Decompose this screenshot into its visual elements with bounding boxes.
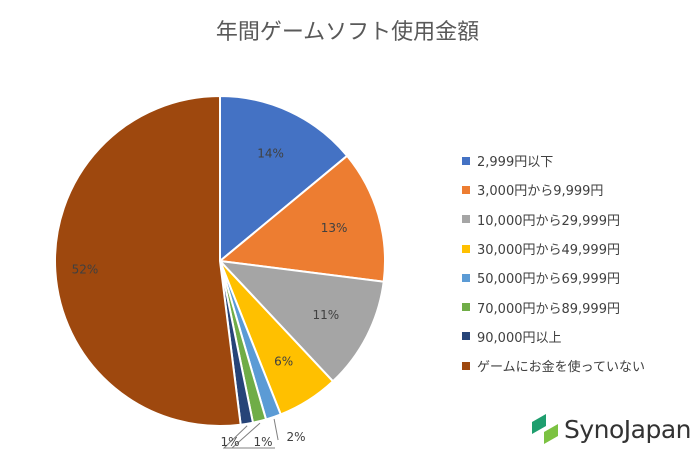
legend-label: 3,000円から9,999円	[477, 184, 604, 200]
legend-label: 70,000円から89,999円	[477, 301, 620, 317]
slice-labels: 14% 13% 11% 6% 2% 1% 1% 52%	[72, 147, 348, 449]
legend-label: 2,999円以下	[477, 155, 554, 171]
legend: 2,999円以下 3,000円から9,999円 10,000円から29,999円 30…	[462, 146, 645, 380]
leader-line	[273, 418, 279, 441]
legend-item: 70,000円から89,999円	[462, 292, 645, 321]
legend-swatch	[462, 156, 470, 165]
slice-label: 1%	[253, 435, 272, 449]
logo-mark-icon	[532, 414, 558, 444]
slice-label: 1%	[220, 435, 239, 449]
legend-item: ゲームにお金を使っていない	[462, 351, 645, 380]
legend-swatch	[462, 185, 470, 194]
logo: SynoJapan	[530, 412, 692, 446]
legend-label: 10,000円から29,999円	[477, 213, 620, 229]
leader-line	[222, 425, 248, 449]
legend-item: 3,000円から9,999円	[462, 175, 645, 204]
legend-swatch	[462, 303, 470, 312]
legend-item: 2,999円以下	[462, 146, 645, 175]
slice-label: 6%	[274, 354, 293, 368]
slice-label: 11%	[313, 308, 340, 322]
legend-item: 30,000円から49,999円	[462, 234, 645, 263]
legend-item: 10,000円から29,999円	[462, 205, 645, 234]
legend-label: 30,000円から49,999円	[477, 243, 620, 259]
legend-swatch	[462, 244, 470, 253]
legend-swatch	[462, 215, 470, 224]
legend-label: ゲームにお金を使っていない	[477, 360, 645, 376]
legend-label: 50,000円から69,999円	[477, 272, 620, 288]
logo-text: SynoJapan	[564, 414, 692, 444]
slice-label: 14%	[257, 147, 284, 161]
legend-swatch	[462, 361, 470, 370]
chart-title: 年間ゲームソフト使用金額	[215, 20, 480, 45]
legend-label: 90,000円以上	[477, 330, 562, 346]
pie-slice	[217, 154, 386, 283]
legend-item: 50,000円から69,999円	[462, 263, 645, 292]
pie-slices	[54, 94, 386, 427]
leader-lines	[222, 418, 279, 449]
legend-swatch	[462, 273, 470, 282]
slice-label: 52%	[72, 262, 99, 276]
pie-slice	[217, 259, 385, 383]
pie-slice	[219, 94, 349, 264]
slice-label: 2%	[286, 430, 305, 444]
slice-label: 13%	[321, 221, 348, 235]
legend-item: 90,000円以上	[462, 322, 645, 351]
legend-swatch	[462, 332, 470, 341]
pie-slice	[54, 94, 242, 427]
